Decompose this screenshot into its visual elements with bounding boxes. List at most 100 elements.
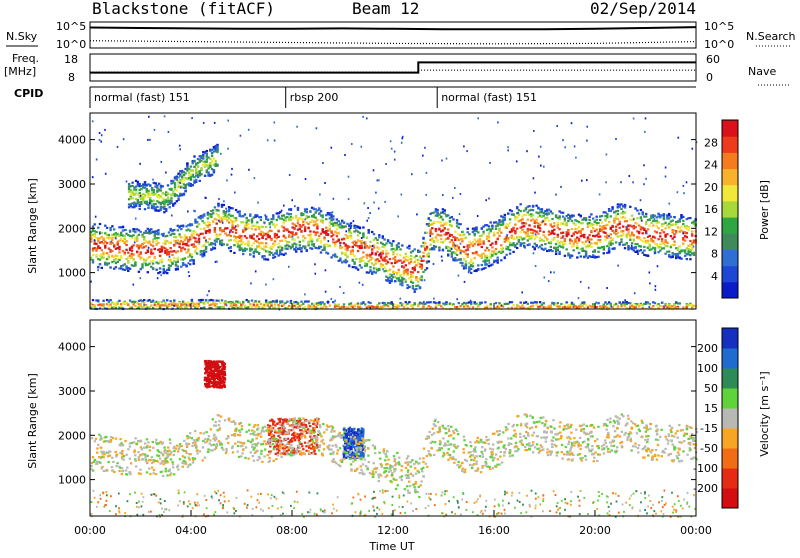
power-cell xyxy=(495,243,497,245)
power-cell xyxy=(127,270,129,272)
power-cell xyxy=(488,249,490,251)
power-cell xyxy=(436,239,438,241)
power-cell xyxy=(410,279,412,281)
power-cell xyxy=(187,240,189,242)
power-cell xyxy=(447,237,449,239)
power-cell xyxy=(235,229,237,231)
power-cell xyxy=(355,258,357,260)
power-cell xyxy=(170,200,172,202)
power-cell xyxy=(571,220,573,222)
power-cell xyxy=(124,263,126,265)
power-cell xyxy=(213,158,215,160)
power-speckle xyxy=(140,277,142,279)
power-cell xyxy=(497,238,499,240)
power-cell xyxy=(203,228,205,230)
power-cell xyxy=(617,218,619,220)
power-cell xyxy=(246,237,248,239)
power-cell xyxy=(472,262,474,264)
power-speckle xyxy=(373,202,375,204)
power-cell xyxy=(481,264,483,266)
power-cell xyxy=(251,306,253,308)
power-cell xyxy=(590,213,592,215)
power-cell xyxy=(486,257,488,259)
power-cell xyxy=(135,205,137,207)
power-cell xyxy=(203,222,205,224)
power-cell xyxy=(569,306,571,308)
power-cell xyxy=(558,216,560,218)
power-cell xyxy=(615,241,617,243)
power-cell xyxy=(585,304,587,306)
power-cell xyxy=(360,267,362,269)
power-cell xyxy=(401,282,403,284)
power-speckle xyxy=(179,182,181,184)
velocity-cell xyxy=(267,424,269,426)
power-cell xyxy=(541,210,543,212)
power-cell xyxy=(530,237,532,239)
power-cell xyxy=(94,233,96,235)
power-speckle xyxy=(126,181,128,183)
power-cell xyxy=(502,251,504,253)
power-cell xyxy=(235,238,237,240)
power-cell xyxy=(369,302,371,304)
power-cell xyxy=(180,228,182,230)
power-speckle xyxy=(683,185,685,187)
power-cell xyxy=(403,261,405,263)
power-cell xyxy=(230,250,232,252)
power-cell xyxy=(139,208,141,210)
power-cell xyxy=(263,306,265,308)
power-cell xyxy=(102,300,104,302)
power-cell xyxy=(438,301,440,303)
power-cell xyxy=(316,231,318,233)
power-cell xyxy=(581,305,583,307)
power-cell xyxy=(627,228,629,230)
power-cell xyxy=(412,276,414,278)
power-cell xyxy=(634,226,636,228)
power-cell xyxy=(254,228,256,230)
power-cell xyxy=(596,242,598,244)
power-speckle xyxy=(422,155,424,157)
power-cell xyxy=(106,227,108,229)
power-cell xyxy=(166,272,168,274)
power-cell xyxy=(375,272,377,274)
power-speckle xyxy=(140,195,142,197)
power-cell xyxy=(297,220,299,222)
power-cell xyxy=(208,238,210,240)
power-cell xyxy=(601,222,603,224)
power-cell xyxy=(619,223,621,225)
power-speckle xyxy=(507,146,509,148)
power-cell xyxy=(297,209,299,211)
power-cell xyxy=(470,259,472,261)
power-cell xyxy=(237,225,239,227)
power-cell xyxy=(230,239,232,241)
power-cell xyxy=(606,213,608,215)
power-speckle xyxy=(562,139,564,141)
power-cell xyxy=(144,196,146,198)
power-cell xyxy=(95,243,97,245)
power-speckle xyxy=(640,199,642,201)
power-cell xyxy=(359,232,361,234)
power-cell xyxy=(601,215,603,217)
power-cell xyxy=(433,240,435,242)
power-cell xyxy=(583,234,585,236)
power-speckle xyxy=(456,298,458,300)
power-cell xyxy=(376,251,378,253)
power-cell xyxy=(507,237,509,239)
power-speckle xyxy=(199,241,201,243)
power-cell xyxy=(283,214,285,216)
power-cell xyxy=(673,233,675,235)
power-cell xyxy=(360,240,362,242)
power-speckle xyxy=(424,147,426,149)
power-cell xyxy=(277,304,279,306)
power-cell xyxy=(161,249,163,251)
power-cell xyxy=(172,180,174,182)
power-cell xyxy=(203,306,205,308)
power-cell xyxy=(573,249,575,251)
power-cell xyxy=(258,301,260,303)
power-cell xyxy=(387,252,389,254)
power-cell xyxy=(210,216,212,218)
noise-search-label: N.Search xyxy=(746,30,796,43)
power-speckle xyxy=(191,117,193,119)
power-speckle xyxy=(605,181,607,183)
